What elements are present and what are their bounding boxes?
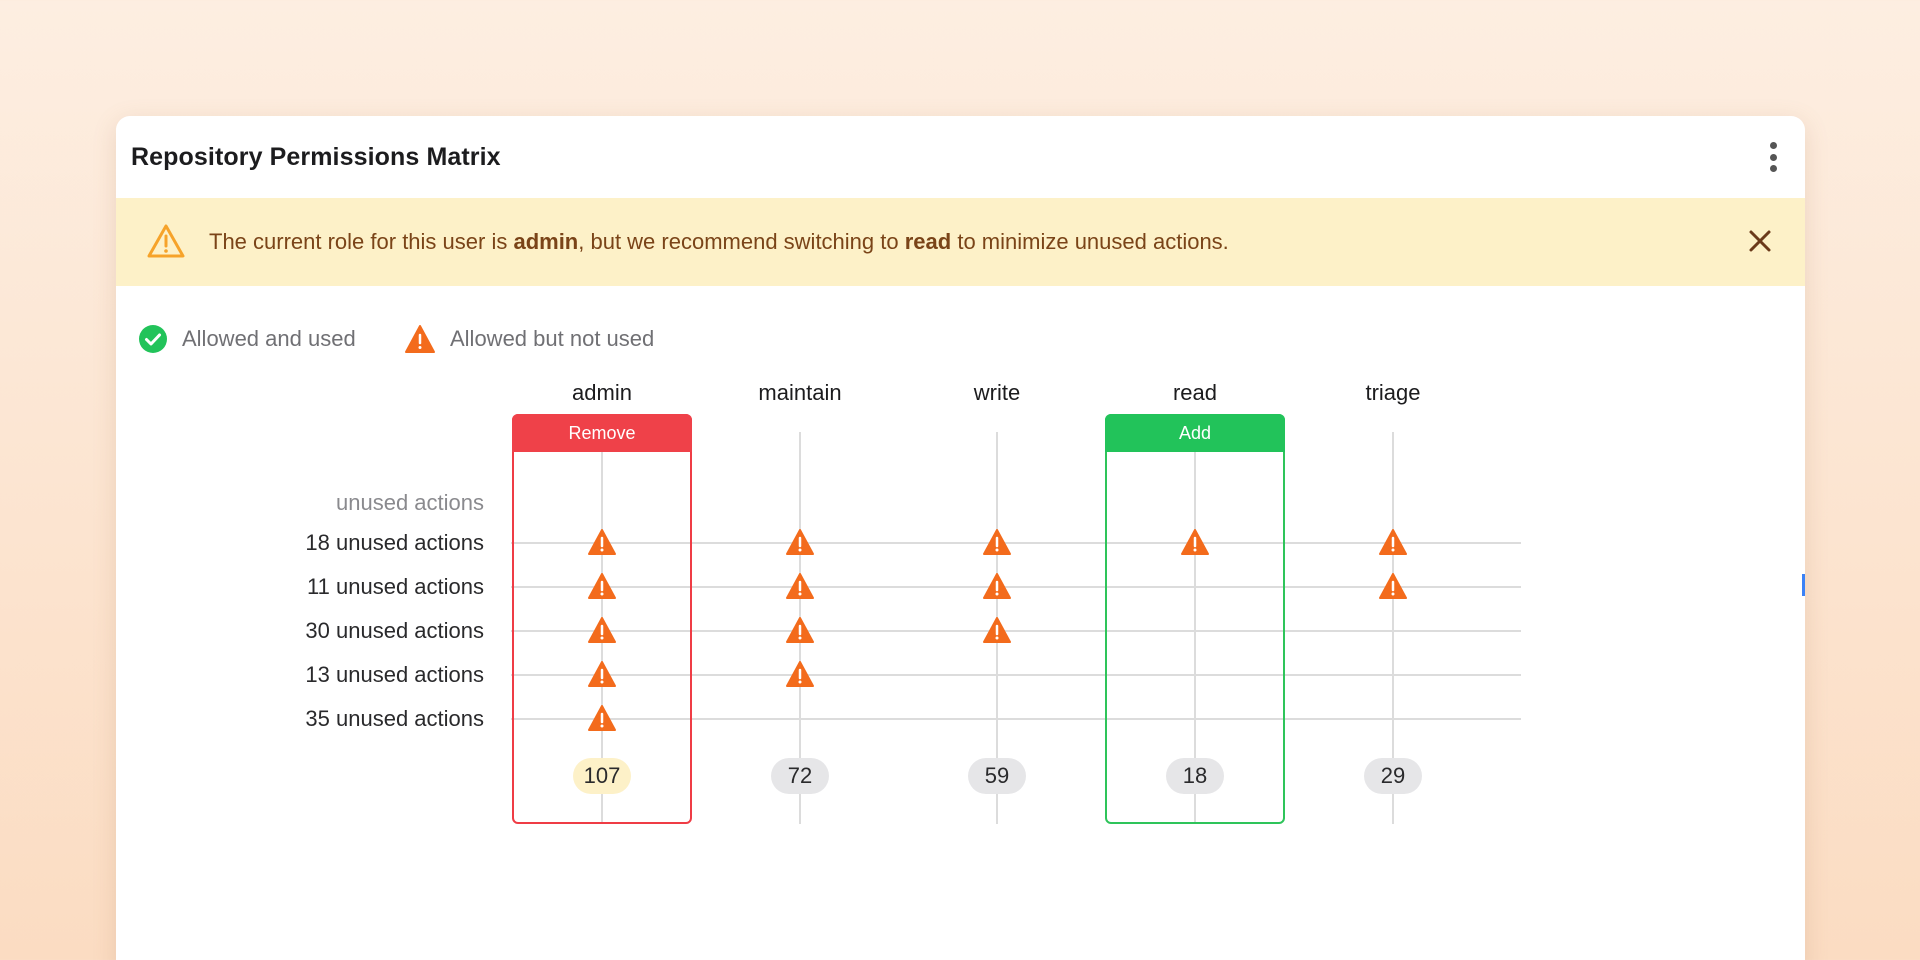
row-gridline: [511, 718, 1521, 720]
card-header: Repository Permissions Matrix: [116, 116, 1805, 196]
recommendation-banner: The current role for this user is admin,…: [116, 198, 1805, 286]
warning-triangle-icon: [786, 529, 814, 555]
kebab-vertical-icon[interactable]: [1763, 138, 1783, 176]
warning-triangle-icon: [983, 617, 1011, 643]
warning-triangle-icon: [588, 573, 616, 599]
add-button[interactable]: Add: [1105, 414, 1285, 452]
card-title: Repository Permissions Matrix: [131, 143, 501, 171]
warning-triangle-icon: [1379, 529, 1407, 555]
recommended-role: read: [904, 229, 952, 254]
total-badge-write: 59: [968, 758, 1026, 794]
warning-triangle-icon: [1181, 529, 1209, 555]
warning-triangle-icon: [588, 617, 616, 643]
close-icon[interactable]: [1745, 226, 1775, 256]
legend-item-allowed-not-used: Allowed but not used: [404, 324, 654, 354]
row-label: 13 unused actions: [305, 662, 484, 687]
column-gridline: [1194, 432, 1196, 824]
remove-button[interactable]: Remove: [512, 414, 692, 452]
row-gridline: [511, 586, 1521, 588]
warning-triangle-icon: [983, 529, 1011, 555]
warning-triangle-icon: [786, 617, 814, 643]
row-label: 11 unused actions: [307, 574, 484, 599]
permissions-card: Repository Permissions Matrix The curren…: [116, 116, 1805, 960]
warning-triangle-icon: [983, 573, 1011, 599]
row-label: 30 unused actions: [305, 618, 484, 643]
column-box-admin: Remove: [512, 414, 692, 824]
row-label: 18 unused actions: [305, 530, 484, 555]
row-gridline: [511, 542, 1521, 544]
role-header-read: read: [1172, 380, 1218, 405]
column-gridline: [1392, 432, 1394, 824]
check-circle-icon: [139, 325, 167, 353]
current-role: admin: [513, 229, 579, 254]
warning-triangle-icon: [786, 661, 814, 687]
warning-triangle-icon: [588, 529, 616, 555]
total-badge-read: 18: [1166, 758, 1224, 794]
role-header-maintain: maintain: [758, 380, 842, 405]
total-badge-admin: 107: [573, 758, 631, 794]
total-badge-maintain: 72: [771, 758, 829, 794]
warning-triangle-icon: [1379, 573, 1407, 599]
row-gridline: [511, 674, 1521, 676]
column-box-read: Add: [1105, 414, 1285, 824]
row-gridline: [511, 630, 1521, 632]
warning-triangle-icon: [405, 325, 435, 353]
permissions-matrix: unused actions admin Remove 107 maintain 72 w…: [116, 116, 1805, 960]
warning-triangle-icon: [588, 661, 616, 687]
legend-item-allowed-used: Allowed and used: [138, 324, 356, 354]
warning-triangle-icon: [147, 224, 185, 258]
warning-triangle-icon: [786, 573, 814, 599]
role-header-triage: triage: [1365, 380, 1421, 405]
legend-label: Allowed but not used: [450, 326, 655, 351]
legend-label: Allowed and used: [182, 326, 356, 351]
row-header: unused actions: [336, 490, 484, 515]
scroll-marker: [1802, 574, 1805, 596]
total-badge-triage: 29: [1364, 758, 1422, 794]
role-header-write: write: [973, 380, 1021, 405]
role-header-admin: admin: [572, 380, 632, 405]
warning-triangle-icon: [588, 705, 616, 731]
banner-message: The current role for this user is admin,…: [209, 229, 1229, 254]
row-label: 35 unused actions: [305, 706, 484, 731]
